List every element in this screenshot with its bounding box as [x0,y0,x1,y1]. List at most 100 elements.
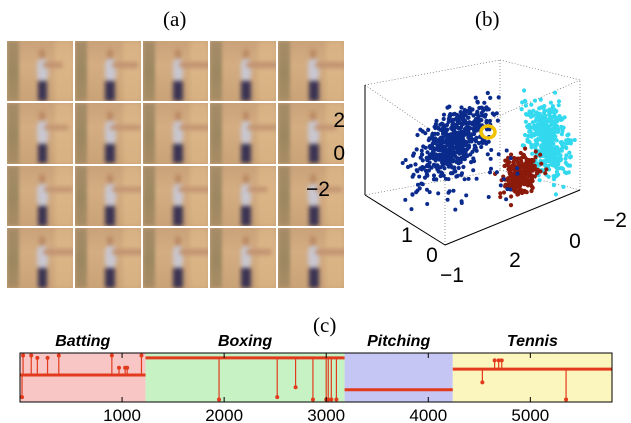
scatter-point [484,107,489,112]
scatter-point [542,113,548,118]
x-tick-label: 5000 [511,406,549,423]
scatter-point [454,150,459,155]
scatter-point [442,155,447,160]
video-frame [142,227,209,288]
x-tick-label: −2 [603,209,627,232]
scatter-point [545,141,550,147]
scatter-point [501,190,507,195]
video-frame [278,41,344,102]
video-frame [74,41,141,102]
scatter-point [467,121,472,126]
signal-marker [499,358,504,363]
scatter-point [508,203,514,208]
scatter-point [560,129,565,134]
scatter-point [524,112,529,117]
scatter-point [417,174,422,179]
video-frame [210,165,277,226]
scatter-point [415,132,420,138]
scatter-point [552,173,558,178]
scatter-point [558,158,563,163]
signal-marker [480,380,485,385]
scatter-point [475,109,480,114]
signal-marker [109,353,114,358]
scatter-point [461,116,466,121]
scatter-point [445,142,450,147]
scatter-point [535,141,540,146]
scatter-point [462,177,467,182]
scatter-point [504,148,509,153]
signal-marker [45,355,50,360]
scatter-point [438,122,443,127]
scatter-point [520,100,525,105]
y-axis [364,194,446,246]
video-frame [278,103,344,164]
scatter-point [410,192,415,197]
grid-line [364,59,501,86]
scatter-point [461,121,466,127]
signal-marker [117,365,122,370]
scatter-point [459,125,464,130]
scatter-point [446,119,451,124]
scatter-point [516,192,521,197]
scatter-point [537,121,543,126]
grid-line [364,84,446,141]
video-frame [142,41,209,102]
scatter-3d-chart: 20−2−101−202 [306,59,627,287]
scatter-point [413,162,418,167]
scatter-point [488,170,492,175]
scatter-point [431,146,436,151]
scatter-point [508,156,513,161]
scatter-point [467,106,472,111]
scatter-point [447,104,452,109]
scatter-point [567,163,573,168]
scatter-point [484,118,489,123]
scatter-point [495,118,500,123]
scatter-point [414,147,419,152]
scatter-point [512,158,517,163]
video-frame [210,227,277,288]
segment-label: Batting [55,333,110,350]
scatter-point [538,152,543,157]
scatter-point [461,164,466,170]
scatter-point [530,151,535,156]
scatter-point [442,128,447,133]
scatter-point [485,152,490,157]
scatter-point [431,155,436,160]
scatter-point [427,190,432,195]
scatter-point [505,187,510,192]
scatter-point [448,114,453,119]
scatter-point [523,146,528,151]
signal-marker [293,385,298,390]
scatter-point [559,132,565,137]
signal-marker [20,395,25,400]
scatter-point [470,149,475,154]
scatter-point [409,207,414,212]
signal-marker [329,397,334,402]
scatter-point [483,112,488,117]
scatter-point [418,155,423,160]
scatter-point [537,178,542,183]
scatter-point [529,125,534,130]
scatter-point [564,141,569,146]
scatter-point [556,162,561,167]
signal-marker [56,353,61,358]
scatter-point [522,88,527,93]
scatter-point [455,173,460,178]
scatter-point [425,150,430,155]
scatter-point [427,160,432,165]
panel-b-label: (b) [475,7,500,31]
scatter-point [468,134,473,139]
signal-marker [125,365,130,370]
scatter-point [546,151,552,156]
scatter-point [538,137,543,142]
scatter-point [551,183,557,188]
scatter-point [489,166,493,171]
scatter-point [444,122,450,128]
scatter-point [426,168,431,173]
scatter-point [464,109,469,114]
scatter-point [450,134,455,140]
scatter-point [486,195,491,199]
scatter-point [456,165,461,171]
video-frame [74,103,141,164]
scatter-point [554,147,559,152]
